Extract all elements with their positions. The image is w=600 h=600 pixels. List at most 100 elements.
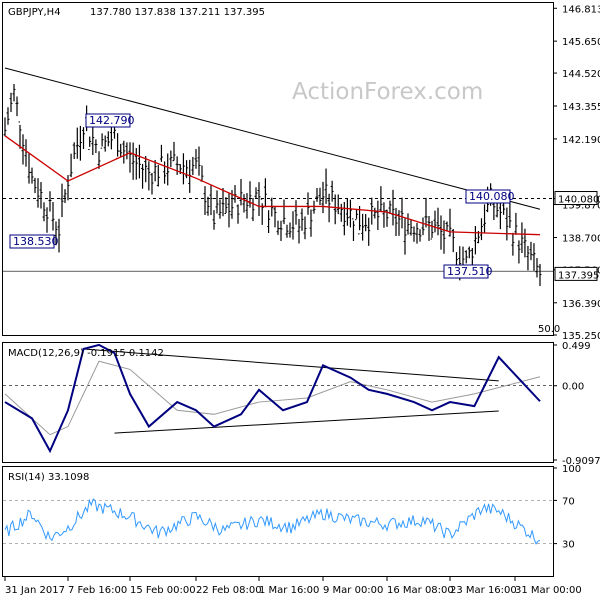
price-bar	[128, 142, 132, 173]
price-bar	[260, 198, 264, 225]
x-tick-label: 23 Mar 16:00	[450, 585, 517, 596]
price-bar	[233, 185, 237, 203]
price-tick-label: 144.520	[562, 69, 600, 80]
moving-average-line	[4, 135, 541, 236]
price-bar	[156, 164, 160, 187]
price-bar	[88, 136, 92, 151]
price-bar	[60, 183, 64, 218]
x-tick-label: 22 Feb 08:00	[196, 585, 262, 596]
price-bar	[206, 196, 210, 216]
price-bar	[306, 192, 310, 215]
price-bar	[483, 204, 487, 234]
price-bar	[424, 197, 428, 228]
macd-tick-label: 0.00	[562, 382, 584, 393]
price-bar	[75, 127, 79, 159]
resistance-tag: 140.080	[554, 191, 599, 206]
price-annotation-box	[443, 264, 489, 279]
price-bar	[18, 121, 22, 149]
rsi-tick-label: 70	[562, 496, 575, 507]
price-bar	[267, 210, 271, 234]
price-bar	[97, 151, 101, 169]
price-bar	[116, 133, 120, 159]
price-bar	[279, 220, 283, 241]
macd-title: MACD(12,26,9) -0.1915 0.1142	[8, 348, 164, 359]
macd-line	[4, 343, 541, 454]
price-bar	[464, 250, 468, 264]
price-bar	[523, 228, 527, 258]
price-bar	[285, 224, 289, 238]
price-bar	[39, 182, 43, 209]
resistance-tag-box	[554, 191, 598, 206]
price-bar	[137, 144, 141, 179]
macd-tick-label: -0.9097	[562, 456, 600, 467]
price-bar	[520, 222, 524, 254]
price-bar	[309, 209, 313, 237]
price-bar	[436, 207, 440, 236]
price-axis: 146.813 145.650 144.520 143.355 142.190 140.0…	[553, 4, 600, 551]
price-bar	[315, 187, 319, 202]
price-bar	[529, 241, 533, 261]
price-bar	[406, 213, 410, 235]
price-tick-label: 146.813	[562, 4, 600, 15]
macd-upper-trendline	[83, 348, 499, 382]
price-bar	[339, 203, 343, 222]
price-bar	[376, 200, 380, 230]
price-bar	[51, 202, 55, 231]
price-bar	[388, 200, 392, 215]
price-bar	[141, 163, 145, 189]
price-bar	[63, 189, 67, 204]
price-bar	[109, 124, 113, 150]
price-bar	[100, 133, 104, 149]
price-bar	[511, 232, 515, 256]
price-bar	[318, 187, 322, 205]
price-bar	[24, 139, 28, 167]
price-tick-label: 135.250	[562, 331, 600, 342]
price-bar	[122, 140, 126, 164]
price-bar	[526, 245, 530, 271]
price-bar	[131, 142, 135, 180]
price-annotation: 137.510	[443, 264, 493, 279]
price-bar	[430, 220, 434, 240]
price-extra-label: 50.0	[538, 324, 560, 335]
price-bar	[125, 142, 129, 160]
price-bar	[498, 201, 502, 230]
price-bar	[36, 178, 40, 208]
price-bar	[291, 211, 295, 240]
price-bar	[257, 182, 261, 217]
price-bar	[361, 213, 365, 241]
price-bar	[169, 150, 173, 168]
price-bar	[442, 220, 446, 254]
price-bar	[3, 117, 7, 137]
price-bar	[236, 204, 240, 224]
price-bar	[321, 181, 325, 214]
price-bar	[30, 167, 34, 184]
price-tick-label: 145.650	[562, 37, 600, 48]
rsi-tick-label: 30	[562, 540, 575, 551]
price-bar	[242, 194, 246, 213]
price-bar	[33, 177, 37, 194]
x-tick-label: 15 Feb 00:00	[130, 585, 196, 596]
price-bar	[348, 199, 352, 228]
trendline	[4, 67, 541, 210]
price-bar	[27, 152, 31, 184]
price-plot: 142.790 138.530 140.080 137.510 50.0	[3, 67, 560, 335]
current-price-tag-box	[554, 266, 598, 281]
price-bar	[57, 218, 61, 253]
price-annotation-box	[9, 234, 55, 249]
macd-tick-label: 0.499	[562, 341, 591, 352]
price-bar	[82, 127, 85, 149]
price-bar	[421, 217, 425, 236]
price-bar	[251, 197, 255, 222]
price-bar	[197, 146, 201, 176]
price-bar	[294, 200, 298, 225]
macd-panel-frame	[2, 342, 554, 463]
price-bar	[248, 181, 252, 208]
price-annotation-label: 138.530	[13, 235, 59, 248]
price-bar	[451, 229, 455, 253]
x-tick-label: 7 Feb 16:00	[68, 585, 127, 596]
rsi-panel-frame	[2, 466, 554, 577]
price-bar	[532, 243, 536, 271]
price-bar	[134, 148, 138, 180]
price-bar	[42, 202, 46, 222]
price-bar	[200, 165, 204, 182]
